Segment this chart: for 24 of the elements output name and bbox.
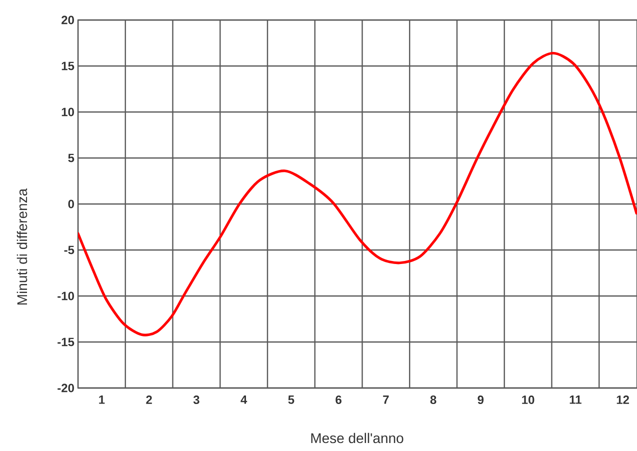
- x-tick-label: 6: [336, 396, 342, 404]
- x-tick-label: 12: [616, 396, 629, 404]
- y-tick-label: -20: [58, 384, 74, 392]
- y-tick-label: 0: [68, 200, 74, 208]
- y-axis-title: Minuti di differenza: [16, 188, 28, 304]
- x-tick-label: 8: [430, 396, 436, 404]
- x-tick-label: 1: [99, 396, 105, 404]
- y-tick-label: 15: [62, 62, 74, 70]
- y-tick-label: 10: [62, 108, 74, 116]
- x-tick-label: 5: [288, 396, 294, 404]
- x-tick-label: 11: [570, 396, 582, 404]
- y-tick-label: 20: [62, 16, 74, 24]
- y-tick-label: -15: [58, 338, 74, 346]
- y-tick-label: -10: [58, 292, 74, 300]
- x-tick-label: 4: [240, 396, 248, 404]
- x-axis-title: Mese dell'anno: [311, 432, 404, 444]
- y-tick-label: 5: [68, 154, 74, 162]
- x-tick-label: 10: [522, 396, 534, 404]
- y-tick-label: -5: [64, 246, 74, 254]
- x-tick-label: 7: [383, 396, 389, 404]
- line-series: [78, 52, 637, 336]
- x-tick-label: 9: [478, 396, 484, 404]
- x-tick-label: 3: [193, 396, 200, 404]
- x-tick-label: 2: [146, 396, 152, 404]
